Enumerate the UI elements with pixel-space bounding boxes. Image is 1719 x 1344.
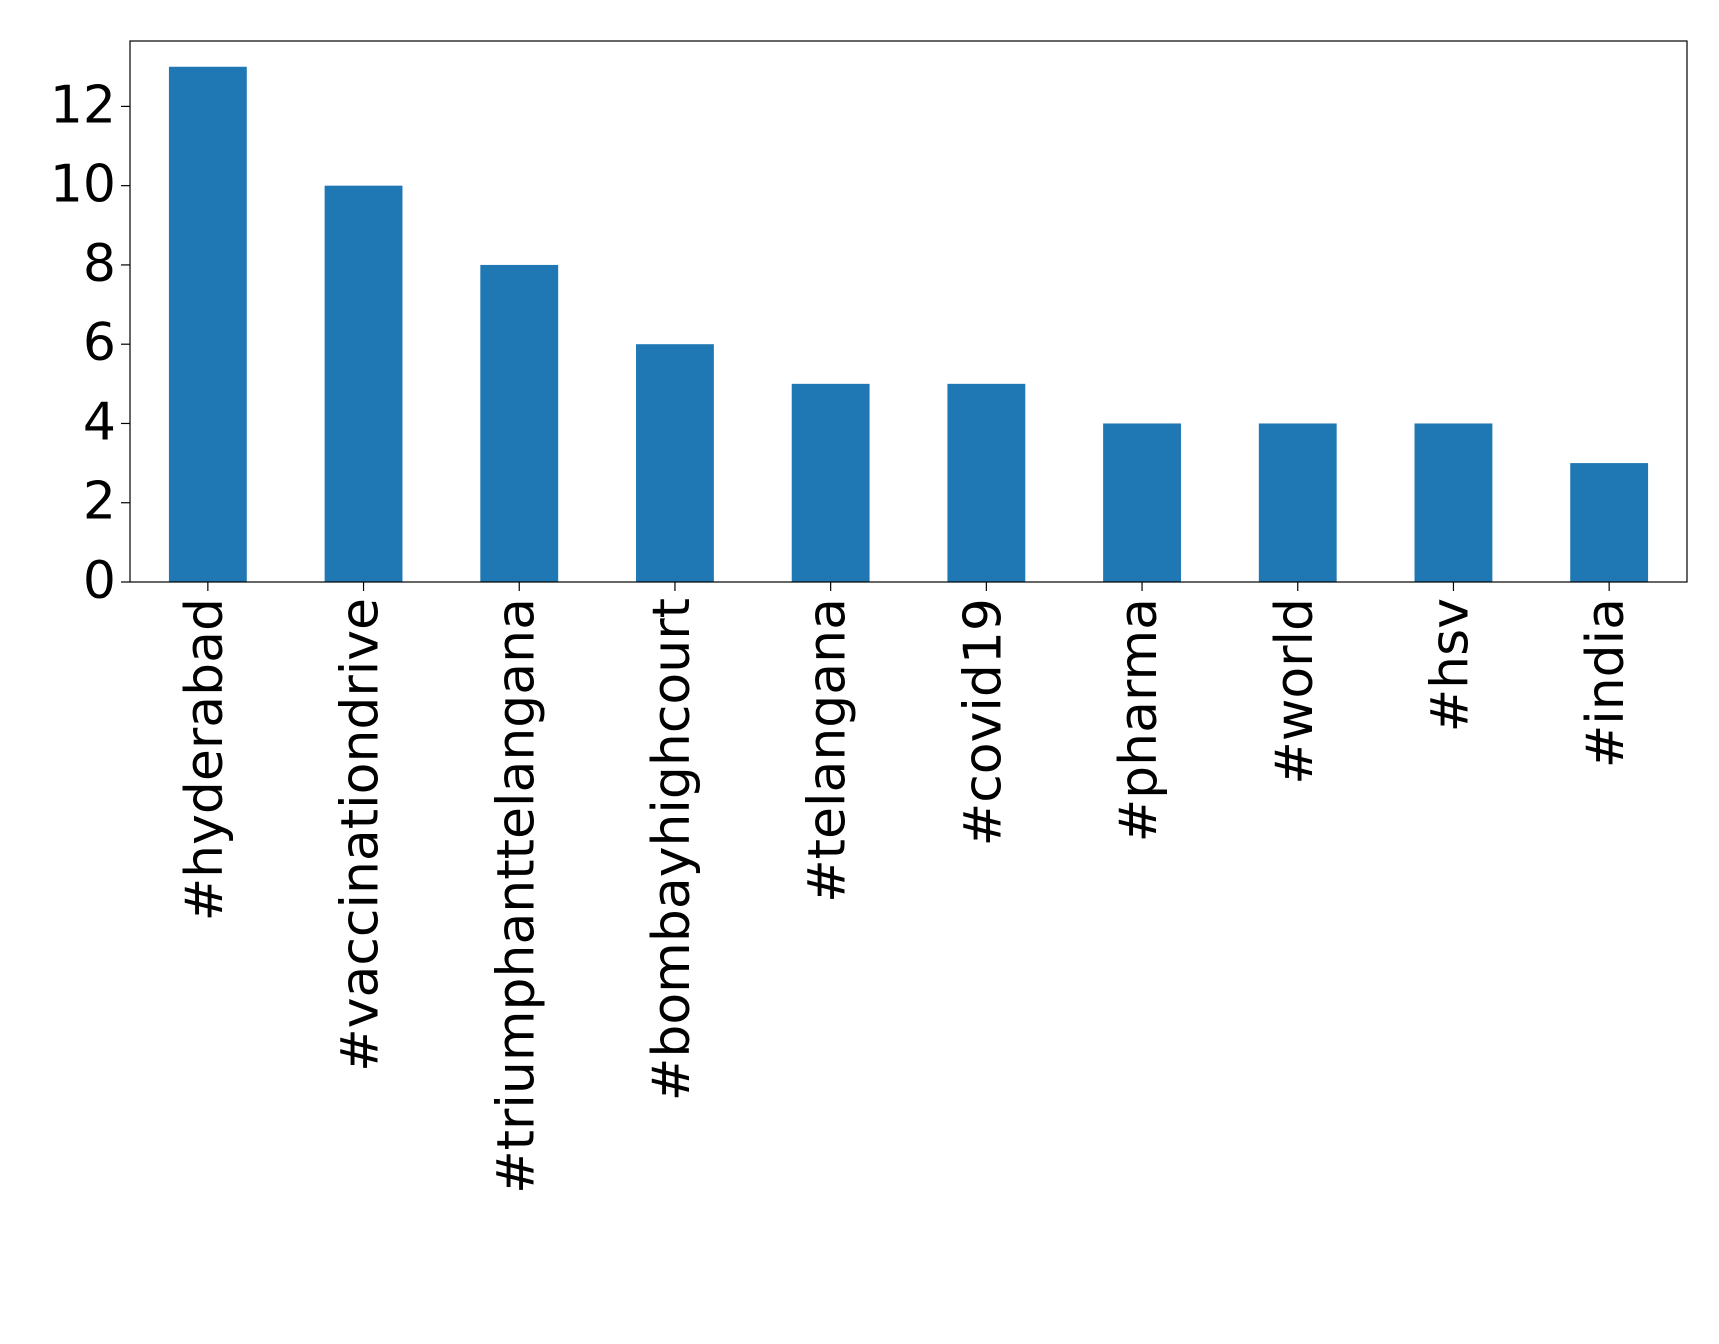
plot-frame (129, 40, 1688, 583)
bar (1258, 423, 1337, 582)
bar (168, 66, 247, 582)
y-tick-label: 12 (50, 75, 116, 135)
x-tick-label: #pharma (1109, 598, 1169, 842)
x-tick-label: #vaccinationdrive (331, 598, 391, 1072)
bar (1103, 423, 1181, 582)
y-tick-label: 8 (83, 234, 116, 294)
bar (480, 264, 559, 582)
x-tick-label: #triumphanttelangana (486, 598, 546, 1194)
x-tick-label: #telangana (798, 598, 858, 903)
x-tick-label: #covid19 (953, 598, 1013, 846)
bar (636, 344, 714, 582)
y-tick-label: 10 (50, 155, 116, 215)
x-tick-label: #hsv (1420, 598, 1480, 732)
y-tick-label: 2 (83, 472, 116, 532)
bar (791, 383, 870, 582)
bar (1570, 463, 1649, 582)
x-tick-label: #hyderabad (175, 598, 235, 921)
y-tick-label: 6 (83, 313, 116, 373)
bar (324, 185, 403, 582)
y-tick-label: 4 (83, 392, 116, 452)
bar (1414, 423, 1493, 582)
bar (947, 383, 1026, 582)
y-tick-label: 0 (83, 551, 116, 611)
x-tick-label: #india (1576, 598, 1636, 768)
x-tick-label: #bombayhighcourt (642, 598, 702, 1101)
x-tick-label: #world (1265, 598, 1325, 785)
